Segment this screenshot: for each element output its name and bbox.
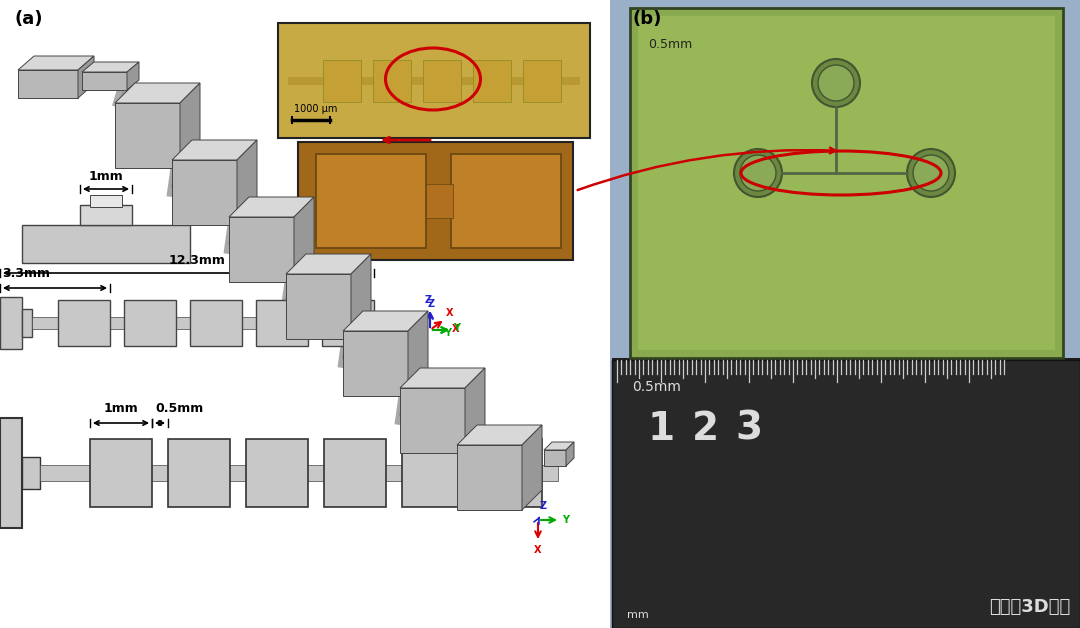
Circle shape xyxy=(740,155,777,191)
Text: X: X xyxy=(446,308,454,318)
Bar xyxy=(58,300,110,346)
Text: Y: Y xyxy=(454,323,460,333)
Text: 3.3mm: 3.3mm xyxy=(2,267,50,280)
Text: 0.5mm: 0.5mm xyxy=(632,380,680,394)
Text: 1mm: 1mm xyxy=(104,402,138,415)
Polygon shape xyxy=(400,388,465,453)
Bar xyxy=(322,300,374,346)
Polygon shape xyxy=(127,62,139,90)
Polygon shape xyxy=(237,140,257,225)
Bar xyxy=(22,457,40,489)
Bar xyxy=(190,300,242,346)
Bar xyxy=(426,184,453,218)
Text: Y: Y xyxy=(445,328,451,338)
Bar xyxy=(40,465,558,481)
Bar xyxy=(32,317,374,329)
Bar xyxy=(423,60,461,102)
Circle shape xyxy=(913,155,949,191)
Text: mm: mm xyxy=(627,610,649,620)
Bar xyxy=(256,300,308,346)
Text: Z: Z xyxy=(278,237,284,247)
Polygon shape xyxy=(294,197,314,282)
Polygon shape xyxy=(522,425,542,510)
Polygon shape xyxy=(544,450,566,466)
Bar xyxy=(316,154,426,248)
Bar xyxy=(298,142,573,260)
Polygon shape xyxy=(229,217,294,282)
Bar xyxy=(630,8,1063,358)
Circle shape xyxy=(734,149,782,197)
Polygon shape xyxy=(408,311,428,396)
Text: 2: 2 xyxy=(691,410,718,448)
Bar xyxy=(324,439,386,507)
Text: Z: Z xyxy=(424,295,432,305)
Text: 12.3mm: 12.3mm xyxy=(168,254,226,267)
Bar xyxy=(22,225,190,263)
Bar xyxy=(288,77,580,85)
Polygon shape xyxy=(286,274,351,339)
Bar xyxy=(638,16,1055,350)
Polygon shape xyxy=(457,425,542,445)
Polygon shape xyxy=(343,331,408,396)
Bar xyxy=(323,60,361,102)
Polygon shape xyxy=(172,160,237,225)
Bar xyxy=(473,60,511,102)
Polygon shape xyxy=(343,311,428,331)
Bar xyxy=(90,439,152,507)
Text: (a): (a) xyxy=(14,10,42,28)
Polygon shape xyxy=(82,62,139,72)
Bar xyxy=(80,205,132,225)
Bar xyxy=(168,439,230,507)
Text: 1mm: 1mm xyxy=(89,170,123,183)
Bar xyxy=(612,358,1080,628)
Circle shape xyxy=(818,65,854,101)
Bar xyxy=(610,0,1080,628)
Polygon shape xyxy=(82,72,127,90)
Polygon shape xyxy=(229,197,314,217)
Polygon shape xyxy=(172,140,257,160)
Bar xyxy=(246,439,308,507)
Polygon shape xyxy=(457,445,522,510)
Circle shape xyxy=(812,59,860,107)
Bar xyxy=(124,300,176,346)
Polygon shape xyxy=(78,56,94,98)
Bar xyxy=(451,154,561,248)
Text: X: X xyxy=(308,266,315,276)
Bar xyxy=(612,360,1080,628)
Bar xyxy=(402,439,464,507)
Text: 南极熊3D打印: 南极熊3D打印 xyxy=(989,598,1070,616)
Polygon shape xyxy=(286,254,372,274)
Text: 3: 3 xyxy=(735,410,762,448)
Text: 0.5mm: 0.5mm xyxy=(156,402,204,415)
Polygon shape xyxy=(114,83,200,103)
Polygon shape xyxy=(18,56,94,70)
Text: 1: 1 xyxy=(647,410,675,448)
Bar xyxy=(22,309,32,337)
Polygon shape xyxy=(180,83,200,168)
Circle shape xyxy=(907,149,955,197)
Text: Z: Z xyxy=(428,299,434,309)
Bar xyxy=(0,297,22,349)
Polygon shape xyxy=(465,368,485,453)
Text: Y: Y xyxy=(300,251,308,261)
Bar xyxy=(373,60,411,102)
Bar xyxy=(90,195,122,207)
Text: X: X xyxy=(535,545,542,555)
Text: 0.5mm: 0.5mm xyxy=(648,38,692,51)
Polygon shape xyxy=(18,70,78,98)
Bar xyxy=(480,439,542,507)
Polygon shape xyxy=(400,368,485,388)
Text: (b): (b) xyxy=(632,10,661,28)
Text: Y: Y xyxy=(563,515,569,525)
Text: X: X xyxy=(453,324,460,334)
Polygon shape xyxy=(351,254,372,339)
Text: Z: Z xyxy=(539,501,546,511)
Bar xyxy=(0,418,22,528)
Bar xyxy=(523,60,561,102)
Polygon shape xyxy=(566,442,573,466)
Polygon shape xyxy=(114,103,180,168)
Polygon shape xyxy=(544,442,573,450)
Text: 1000 μm: 1000 μm xyxy=(294,104,337,114)
Bar xyxy=(278,23,590,138)
